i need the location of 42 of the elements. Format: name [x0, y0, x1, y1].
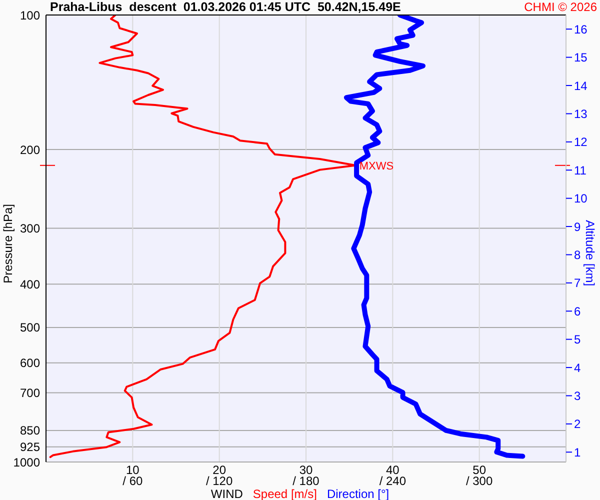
y2-tick-label: 2 — [574, 417, 581, 432]
y2-axis-title: Altitude [km] — [583, 220, 597, 286]
y2-tick-label: 12 — [574, 135, 588, 150]
y-axis-title: Pressure [hPa] — [1, 204, 15, 284]
y-tick-label: 400 — [20, 277, 40, 292]
x2-tick-label: / 240 — [379, 474, 406, 488]
annotation: MXWS — [359, 160, 394, 172]
x-tick-label: 20 — [212, 463, 226, 477]
x-tick-label: 50 — [472, 463, 486, 477]
y2-tick-label: 3 — [574, 388, 581, 403]
y2-tick-label: 6 — [574, 304, 581, 318]
y-tick-label: 500 — [20, 320, 40, 335]
text: CHMI © 2026 — [524, 0, 597, 15]
x2-tick-label: / 300 — [466, 474, 493, 488]
x-tick-label: 40 — [386, 463, 400, 477]
y-tick-label: 300 — [20, 222, 40, 236]
y-tick-label: 925 — [20, 440, 40, 454]
y2-tick-label: 9 — [574, 220, 581, 234]
y2-tick-label: 15 — [574, 50, 588, 65]
x2-tick-label: / 60 — [122, 474, 143, 488]
y2-tick-label: 16 — [574, 22, 588, 36]
y-tick-label: 1000 — [13, 455, 40, 470]
y-tick-label: 850 — [20, 424, 40, 438]
x-tick-label: 30 — [299, 463, 313, 477]
chart-title: Praha-Libus descent 01.03.2026 01:45 UTC 50.42N,15.49E — [50, 0, 401, 15]
y2-tick-label: 7 — [574, 276, 581, 290]
y2-tick-label: 14 — [574, 78, 588, 93]
y2-tick-label: 4 — [574, 360, 581, 375]
y-tick-label: 600 — [20, 356, 40, 370]
x2-tick-label: / 120 — [206, 474, 233, 488]
x-axis-title: WIND — [210, 487, 243, 500]
x2-tick-label: / 180 — [292, 474, 320, 488]
y-tick-label: 200 — [20, 142, 40, 157]
y2-tick-label: 13 — [574, 106, 588, 121]
y-tick-label: 700 — [20, 386, 40, 400]
y-tick-label: 100 — [20, 8, 40, 22]
y2-tick-label: 8 — [574, 248, 581, 262]
y2-tick-label: 10 — [574, 192, 588, 206]
y2-tick-label: 1 — [574, 445, 581, 460]
x-tick-label: 10 — [126, 463, 140, 477]
y2-tick-label: 5 — [574, 332, 581, 347]
y2-tick-label: 11 — [574, 163, 587, 178]
